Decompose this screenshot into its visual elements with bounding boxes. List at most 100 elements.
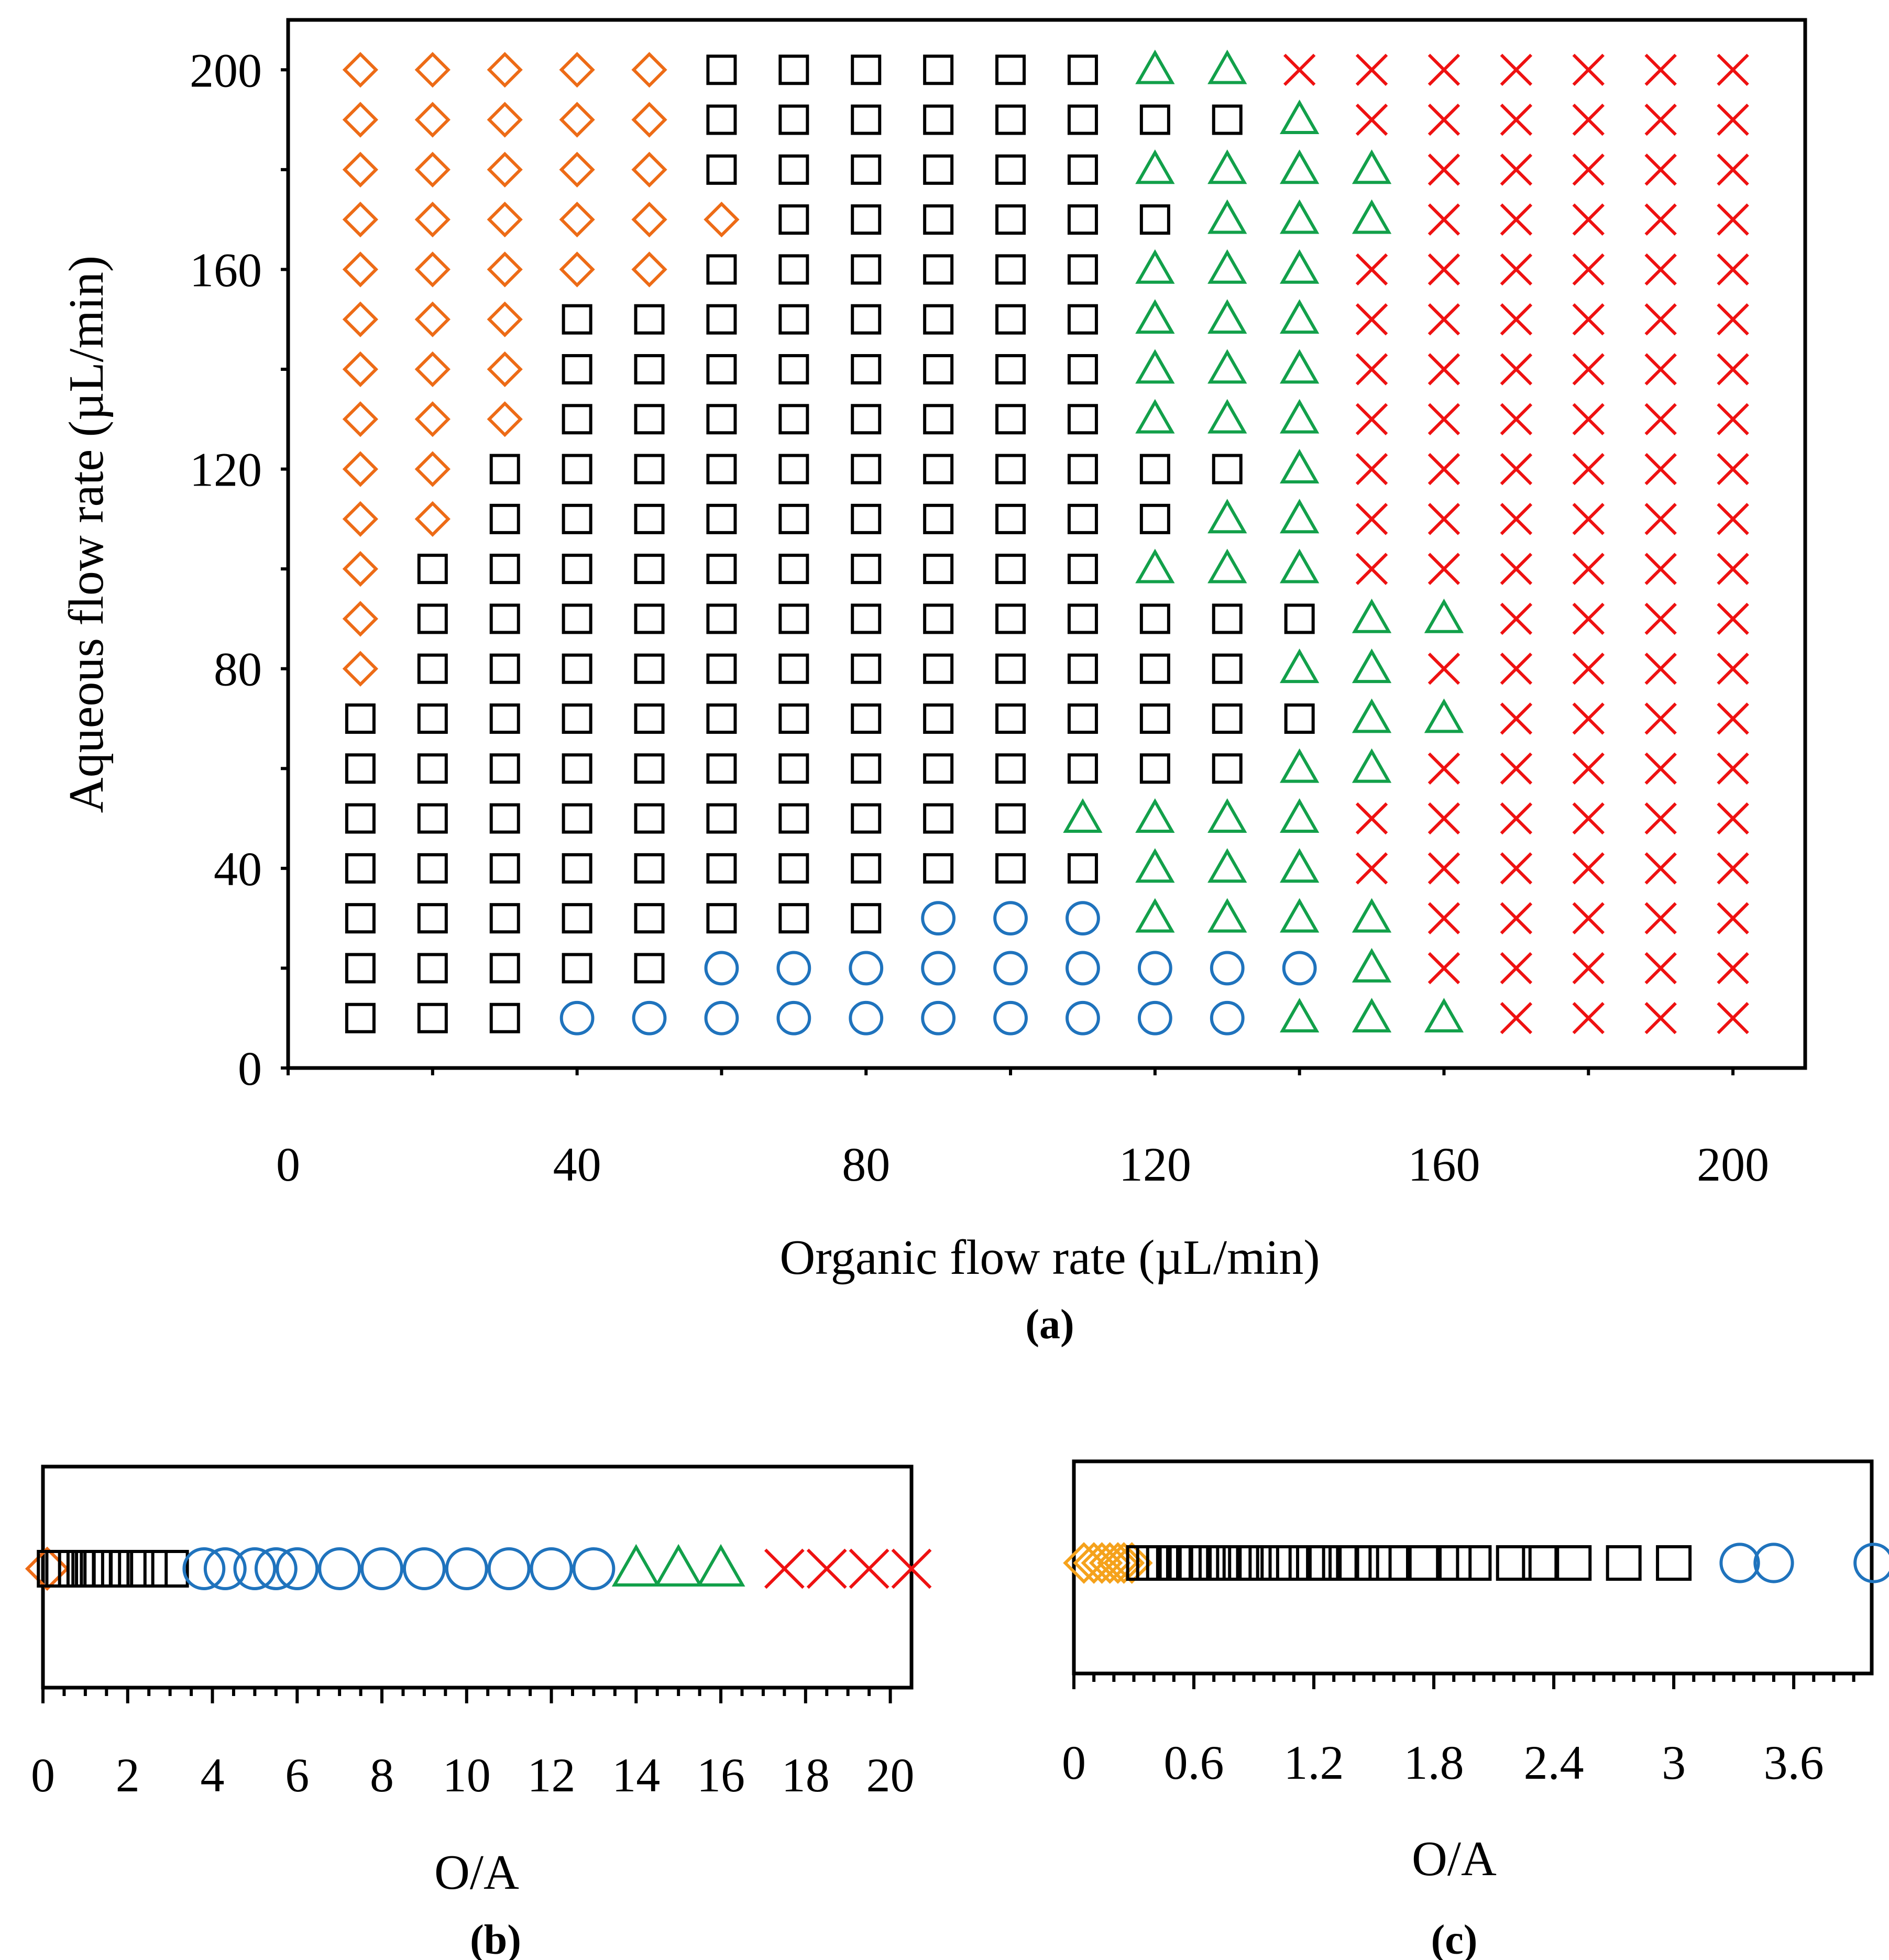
panel-a-point-square-shape — [706, 803, 737, 834]
panel-a-point-square-shape — [634, 304, 665, 335]
panel-a-point-square — [778, 354, 809, 384]
panel-a-point-square — [1067, 703, 1098, 734]
panel-a-point-cross — [1427, 453, 1460, 486]
panel-a-point-square-shape — [995, 454, 1026, 485]
panel-a-point-cross — [1355, 403, 1388, 436]
panel-a-point-diamond-shape — [559, 52, 595, 88]
panel-a-point-cross-stroke-2 — [1427, 852, 1460, 885]
panel-a-point-cross-stroke-2 — [1644, 303, 1677, 336]
panel-a-point-cross-stroke-2 — [1572, 702, 1605, 735]
panel-a-point-diamond — [559, 202, 595, 238]
panel-c-point-square-shape — [1336, 1545, 1372, 1581]
panel-a-point-square — [489, 953, 520, 984]
panel-b-point-triangle — [654, 1544, 703, 1587]
panel-a-point-cross-stroke-2 — [1572, 203, 1605, 236]
panel-a-point-square — [417, 554, 448, 585]
panel-a-point-triangle — [1207, 49, 1247, 84]
panel-a-point-square-shape — [995, 54, 1026, 85]
panel-a-point-square-shape — [923, 853, 954, 884]
panel-a-point-cross — [1500, 253, 1533, 286]
panel-a-point-square — [417, 803, 448, 834]
panel-a-point-triangle — [1207, 798, 1247, 833]
panel-b: O/A (b) 0 2 4 6 8 10 12 14 16 18 20 — [25, 1465, 932, 1960]
panel-a-point-square-shape — [1067, 254, 1098, 285]
panel-a-point-square — [634, 603, 665, 634]
panel-a-point-diamond-shape — [631, 151, 667, 188]
panel-a-point-square — [851, 603, 882, 634]
panel-a-point-cross — [1644, 53, 1677, 86]
panel-a-point-square — [995, 104, 1026, 135]
panel-a-point-diamond — [342, 102, 379, 138]
panel-a-point-square-shape — [417, 1003, 448, 1033]
panel-a-point-square — [778, 154, 809, 185]
panel-a-point-cross-stroke-2 — [1644, 553, 1677, 585]
panel-a-point-square — [417, 953, 448, 984]
panel-a-point-circle-shape — [849, 951, 884, 986]
panel-a-point-cross — [1644, 203, 1677, 236]
panel-a-point-square — [851, 853, 882, 884]
panel-a-point-square-shape — [634, 653, 665, 684]
panel-c-point-square-shape — [1166, 1545, 1202, 1581]
panel-a-point-square-shape — [706, 404, 737, 435]
panel-c-point-square — [1256, 1545, 1292, 1581]
panel-a-point-triangle-shape — [1352, 998, 1392, 1033]
panel-a-point-diamond — [414, 301, 451, 337]
panel-a-point-square — [923, 104, 954, 135]
panel-a-point-cross-stroke-2 — [1644, 1001, 1677, 1034]
panel-a-point-triangle — [1352, 598, 1392, 633]
panel-a-point-cross-stroke-2 — [1355, 802, 1388, 835]
panel-a-point-cross-stroke-2 — [1500, 53, 1533, 86]
panel-a-point-diamond — [487, 151, 523, 188]
panel-a-point-square — [562, 503, 592, 534]
panel-a-point-circle-shape — [1282, 951, 1317, 986]
panel-a-point-square — [1067, 54, 1098, 85]
panel-a-point-square — [778, 903, 809, 934]
panel-c-point-square — [1356, 1545, 1392, 1581]
panel-b-point-triangle — [696, 1544, 745, 1587]
panel-c-point-square — [1166, 1545, 1202, 1581]
panel-a-point-cross — [1644, 103, 1677, 136]
panel-a-point-square-shape — [706, 903, 737, 934]
panel-a-point-cross — [1572, 153, 1605, 186]
panel-a-point-cross-stroke-2 — [1717, 153, 1749, 186]
panel-a-point-cross-stroke-2 — [1427, 453, 1460, 486]
panel-b-point-cross — [764, 1548, 805, 1589]
panel-a-point-cross — [1500, 652, 1533, 685]
panel-a-point-square-shape — [995, 853, 1026, 884]
panel-a-point-square — [995, 454, 1026, 485]
panel-a-point-square — [562, 554, 592, 585]
panel-a-point-square-shape — [417, 853, 448, 884]
panel-a-plot-frame — [286, 18, 1807, 1070]
panel-a-point-diamond-shape — [342, 301, 379, 337]
panel-a-point-triangle-shape — [1279, 848, 1320, 883]
panel-a-point-cross — [1572, 353, 1605, 386]
panel-a-point-circle-shape — [1137, 1000, 1172, 1036]
panel-a-point-circle — [632, 1000, 667, 1036]
panel-a-point-square-shape — [706, 354, 737, 384]
panel-a-point-square-shape — [778, 603, 809, 634]
panel-a-point-square — [634, 903, 665, 934]
panel-a-point-triangle — [1279, 100, 1320, 134]
panel-a-point-circle-shape — [993, 1000, 1028, 1036]
panel-b-x-tick-label: 2 — [116, 1748, 140, 1802]
panel-a-point-square-shape — [634, 354, 665, 384]
panel-a-point-square — [345, 803, 376, 834]
panel-a-point-cross — [1572, 403, 1605, 436]
panel-a-point-square-shape — [995, 154, 1026, 185]
panel-a-point-square — [1139, 503, 1170, 534]
panel-c-x-tick-label: 1.2 — [1284, 1736, 1344, 1789]
panel-a-point-triangle-shape — [1207, 499, 1247, 534]
panel-a-point-triangle — [1279, 998, 1320, 1033]
panel-a-point-diamond-shape — [342, 351, 379, 388]
panel-a-point-diamond — [342, 551, 379, 587]
panel-a-point-triangle-shape — [1207, 349, 1247, 384]
panel-a-point-cross-stroke-2 — [1355, 53, 1388, 86]
panel-a-point-square-shape — [995, 653, 1026, 684]
panel-a-point-square-shape — [634, 503, 665, 534]
panel-a-point-square — [851, 354, 882, 384]
panel-a-point-diamond — [414, 151, 451, 188]
panel-a-point-square-shape — [1067, 503, 1098, 534]
panel-b-point-cross — [891, 1548, 932, 1589]
panel-a-point-cross-stroke-2 — [1644, 403, 1677, 436]
panel-a-point-square-shape — [851, 454, 882, 485]
